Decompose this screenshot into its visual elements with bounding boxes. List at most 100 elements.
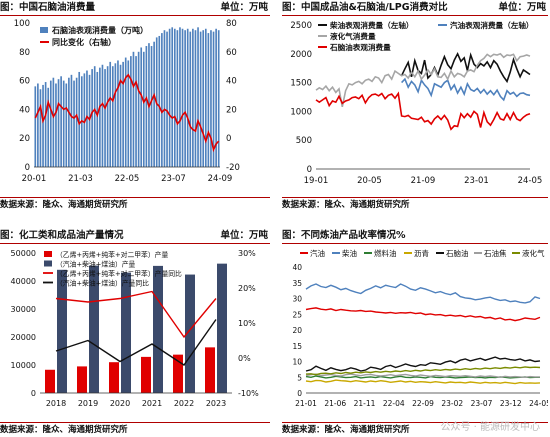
x-tick-label: 2020 xyxy=(110,399,130,408)
legend-label: 石脑油表观消费量（万吨） xyxy=(51,25,148,35)
series-line xyxy=(305,307,541,322)
y-tick-label: 1500 xyxy=(290,79,312,89)
x-tick-label: 22-09 xyxy=(412,399,434,408)
legend-label: （乙烯+丙烯+纯苯+对二甲苯）产量同比 xyxy=(56,269,182,278)
y-tick-label: 0 xyxy=(25,163,30,173)
bar xyxy=(114,63,117,167)
bar xyxy=(194,30,197,168)
legend-label: （汽油+柴油+煤油）产量 xyxy=(56,260,136,269)
bar xyxy=(217,263,227,393)
bar xyxy=(117,60,119,167)
y-tick-label: 10000 xyxy=(11,361,36,370)
y-tick-label: 25 xyxy=(292,310,302,319)
bar xyxy=(86,70,88,167)
bar xyxy=(78,71,81,167)
y-tick-label: 100 xyxy=(14,19,30,29)
panel-source: 数据来源：隆众、海通期货研究所 xyxy=(0,422,270,437)
bar xyxy=(119,64,122,167)
bar xyxy=(150,46,153,167)
y-right-tick-label: 10% xyxy=(238,319,256,328)
panel-title: 图：中国成品油&石脑油/LPG消费对比 xyxy=(282,2,448,13)
x-tick-label: 2018 xyxy=(46,399,66,408)
bar xyxy=(205,347,215,393)
bar xyxy=(145,46,148,167)
y-tick-label: 10 xyxy=(292,358,302,367)
bar xyxy=(109,61,112,167)
panel-source: 数据来源：隆众、海通期货研究所 xyxy=(282,197,548,212)
x-tick-label: 2021 xyxy=(142,399,162,408)
panel-unit: 单位：万吨 xyxy=(220,2,268,13)
y-right-tick-label: 20% xyxy=(238,284,256,293)
bar xyxy=(70,74,73,167)
bar xyxy=(52,77,55,167)
y-tick-label: 5 xyxy=(297,373,302,382)
legend-label: 汽油 xyxy=(310,248,325,258)
series-line xyxy=(305,373,540,379)
panel-naphtha-consumption: 图：中国石脑油消费量 单位：万吨 0 20 40 60 80 100 -20 0 20 40 60 8… xyxy=(0,0,270,212)
bar xyxy=(153,41,155,167)
x-tick-label: 23-01 xyxy=(464,176,489,186)
y-tick-label: 20000 xyxy=(11,333,36,342)
output-chart: 0 10000 20000 30000 40000 50000 -10% 0% 10% 20% 30… xyxy=(11,249,260,408)
series-line xyxy=(315,91,531,131)
bar xyxy=(161,33,163,167)
bar xyxy=(99,67,101,167)
bar xyxy=(124,57,127,168)
bar xyxy=(57,79,60,167)
bar xyxy=(88,74,91,167)
x-tick-label: 22-04 xyxy=(383,399,405,408)
bar xyxy=(168,28,171,168)
bar xyxy=(68,77,70,167)
bar xyxy=(89,265,99,393)
legend-label: 汽油表观消费量（左轴） xyxy=(450,20,534,30)
bar xyxy=(132,51,135,167)
panel-title: 图：不同炼油产品收率情况% xyxy=(282,230,406,241)
bar xyxy=(106,66,109,167)
panel-source: 数据来源：隆众、海通期货研究所 xyxy=(282,422,548,437)
panel-product-vs-naphtha: 图：中国成品油&石脑油/LPG消费对比 单位：万吨 0 500 1000 1500 20… xyxy=(282,0,548,212)
x-tick-label: 23-07 xyxy=(471,399,493,408)
y-tick-label: 50000 xyxy=(11,249,36,258)
panel-title-row: 图：不同炼油产品收率情况% xyxy=(282,228,548,244)
bar xyxy=(73,80,75,167)
series-line xyxy=(401,77,531,102)
x-tick-label: 20-05 xyxy=(357,176,382,186)
x-tick-label: 21-01 xyxy=(295,399,317,408)
bar xyxy=(111,66,114,167)
watermark-text: 公众号 · 能源研发中心 xyxy=(440,422,540,433)
bar xyxy=(135,56,137,168)
bar xyxy=(202,30,205,168)
panel-title: 图：化工类和成品油产量情况 xyxy=(0,230,124,241)
bar xyxy=(184,30,186,168)
bar xyxy=(192,28,194,168)
bar xyxy=(217,30,220,168)
bar xyxy=(158,35,161,168)
bar xyxy=(44,82,47,167)
bar xyxy=(173,354,183,393)
y-tick-label: 20 xyxy=(19,134,30,144)
y-tick-label: 40 xyxy=(292,263,302,272)
legend-swatch xyxy=(44,260,52,267)
bar xyxy=(60,76,62,167)
bar xyxy=(186,28,189,168)
legend-label: 柴油 xyxy=(342,248,357,258)
bar xyxy=(45,369,55,393)
bar xyxy=(122,61,124,167)
bar xyxy=(204,28,207,168)
legend-label: （汽油+柴油+煤油）产量同比 xyxy=(56,279,149,288)
y-right-tick-label: 20 xyxy=(226,105,237,115)
series-line xyxy=(305,379,541,385)
product-consumption-chart: 0 500 1000 1500 2000 2500 19-01 20-05 21-09 23-01… xyxy=(290,20,542,186)
series-line xyxy=(305,366,541,376)
x-tick-label: 23-02 xyxy=(441,399,463,408)
bar xyxy=(130,56,132,168)
bar xyxy=(215,28,217,168)
bar xyxy=(62,80,65,167)
bar xyxy=(197,27,199,167)
series-line xyxy=(400,51,531,84)
panel-chemical-vs-fuel-output: 图：化工类和成品油产量情况 单位：万吨 0 10000 20000 30000 4000… xyxy=(0,228,270,437)
x-tick-label: 2022 xyxy=(174,399,194,408)
bar xyxy=(104,69,106,167)
bar xyxy=(57,269,67,393)
bar xyxy=(42,84,44,167)
